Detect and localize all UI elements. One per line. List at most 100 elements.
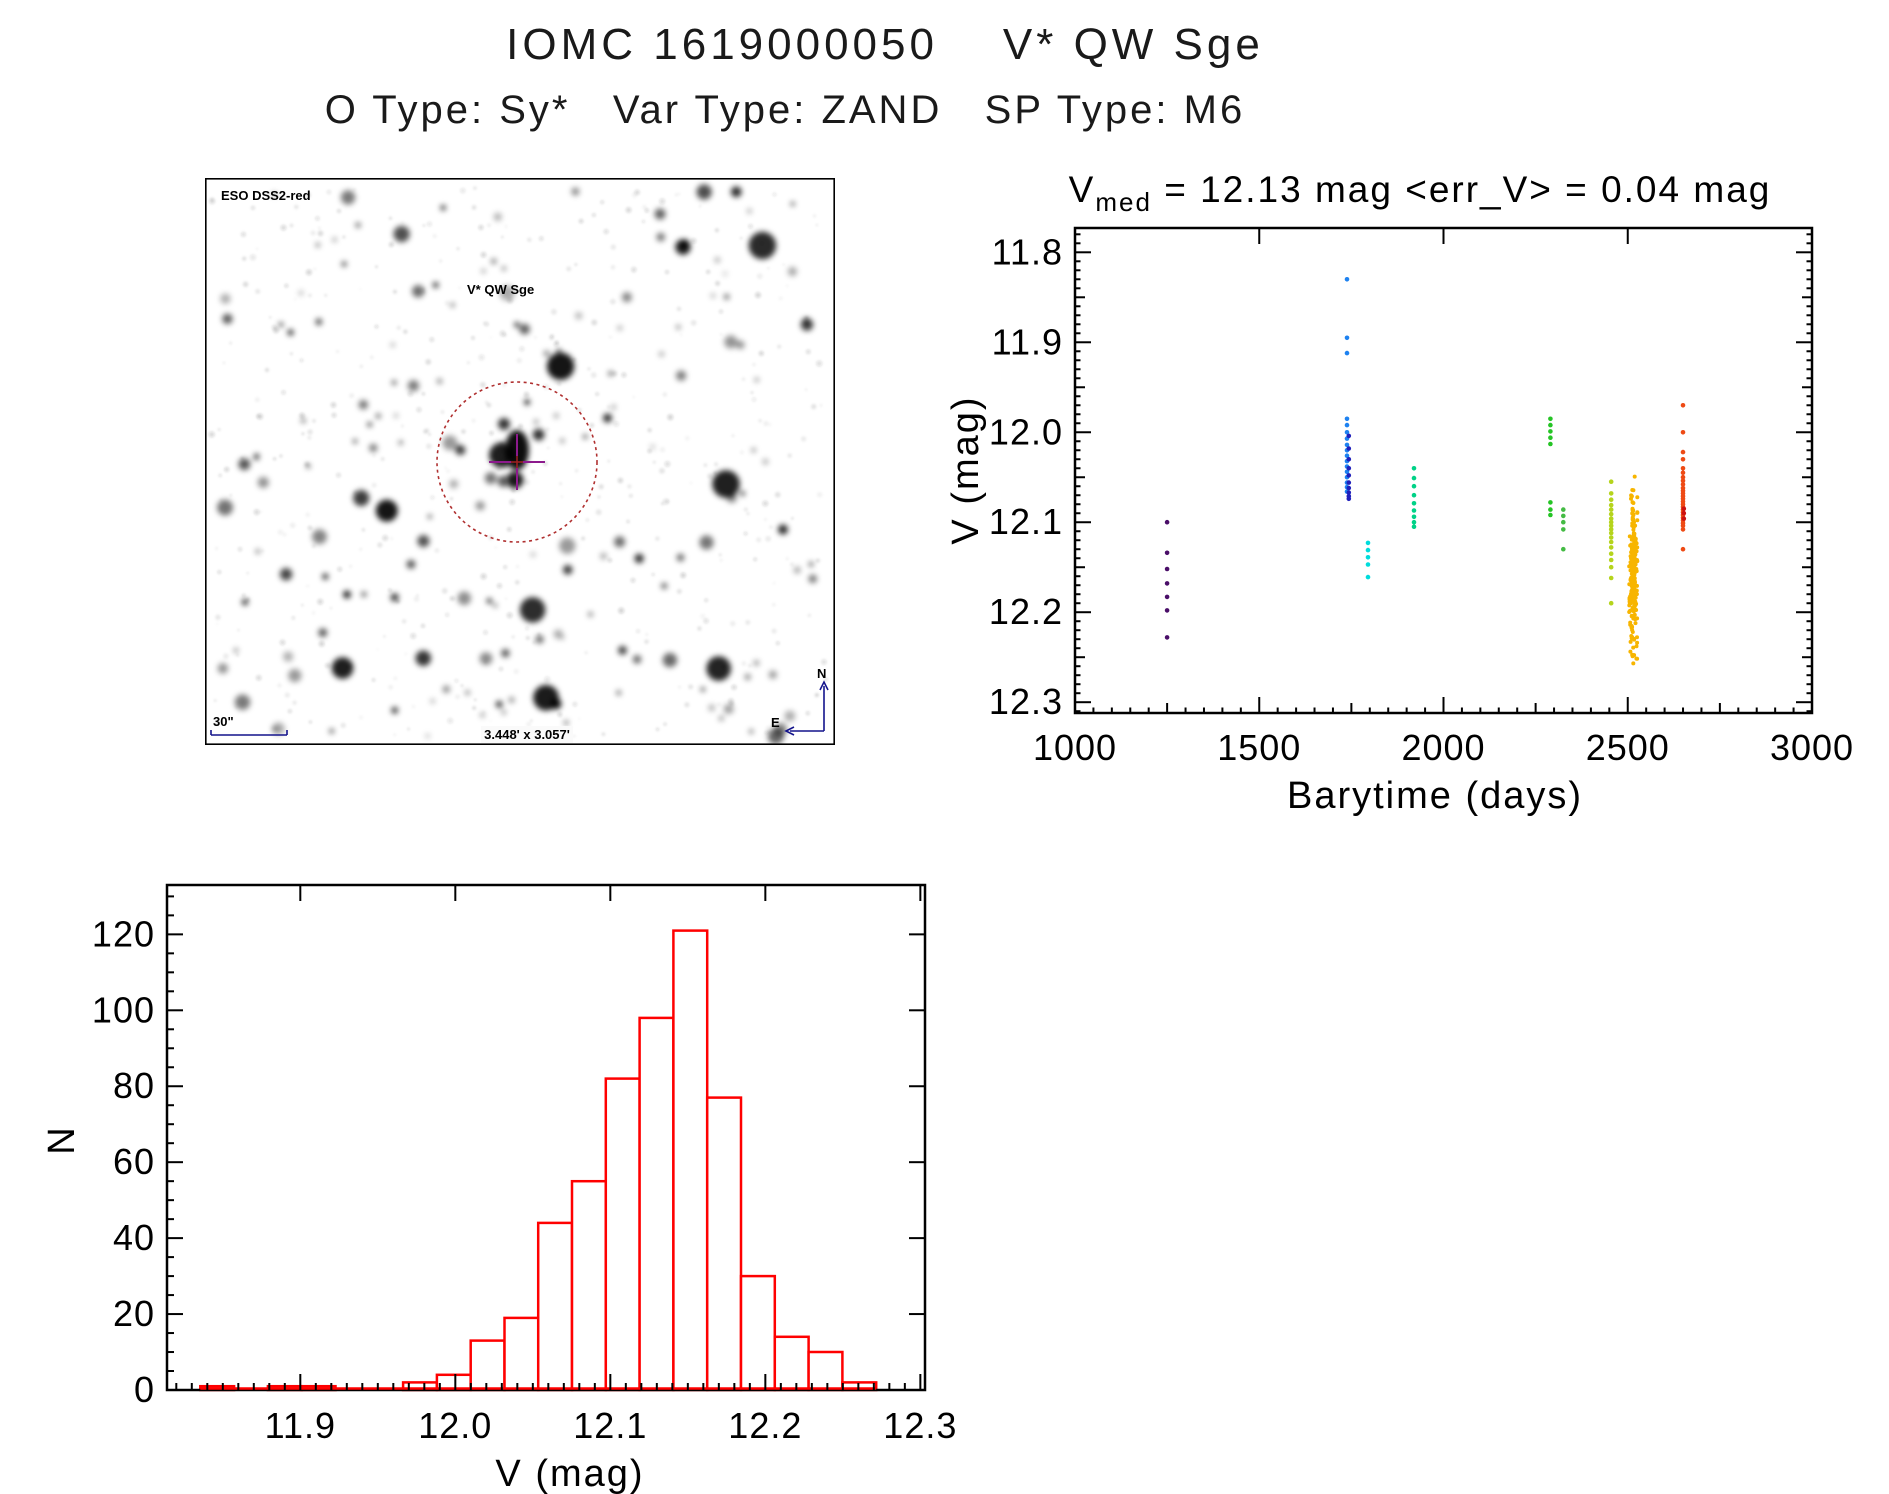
- x-tick-label: 12.1: [573, 1405, 647, 1446]
- data-point: [1411, 483, 1417, 489]
- y-axis-title: V (mag): [945, 395, 987, 544]
- data-point: [1630, 517, 1635, 522]
- y-tick-label: 120: [92, 913, 155, 954]
- histogram-bar: [536, 1221, 574, 1392]
- y-tick-label: 12.0: [989, 411, 1063, 452]
- data-point: [1346, 485, 1352, 491]
- data-point: [1631, 661, 1636, 666]
- data-point: [1346, 496, 1352, 502]
- histogram-bar: [807, 1350, 844, 1392]
- data-point: [1628, 639, 1633, 644]
- scale-bar-label: 30": [213, 714, 234, 729]
- data-point: [1344, 430, 1350, 435]
- data-point: [1635, 640, 1640, 645]
- data-point: [1344, 422, 1350, 428]
- x-tick-label: 2500: [1586, 727, 1670, 768]
- data-point: [1561, 546, 1566, 552]
- data-point: [1634, 569, 1639, 574]
- data-point: [1629, 583, 1634, 588]
- data-point: [1631, 614, 1636, 619]
- data-point: [1608, 516, 1614, 521]
- axis-tick-labels: 11.9 12.0 12.1 12.2 12.3 0 20 40 60 80 100 120: [92, 913, 957, 1446]
- x-tick-label: 11.9: [265, 1405, 336, 1446]
- y-tick-label: 60: [113, 1141, 155, 1182]
- x-tick-label: 3000: [1770, 727, 1854, 768]
- data-point: [1680, 470, 1686, 476]
- y-tick-label: 12.2: [989, 591, 1063, 632]
- series-epoch-2515-amber: [1627, 474, 1640, 666]
- x-tick-label: 12.3: [883, 1405, 957, 1446]
- data-point: [1164, 608, 1170, 613]
- data-point: [1681, 510, 1687, 516]
- data-point: [1608, 564, 1614, 570]
- x-axis-title: V (mag): [495, 1453, 644, 1494]
- x-tick-label: 1500: [1217, 727, 1301, 768]
- histogram-bar: [570, 1179, 608, 1392]
- data-point: [1634, 656, 1639, 661]
- data-point: [1680, 403, 1686, 408]
- data-point: [1411, 501, 1417, 506]
- data-point: [1164, 550, 1170, 556]
- data-point: [1632, 547, 1637, 552]
- lightcurve-plot: Vmed = 12.13 mag <err_V> = 0.04 mag 1000…: [945, 169, 1854, 817]
- data-point: [1561, 519, 1566, 525]
- x-axis-title: Barytime (days): [1287, 775, 1583, 817]
- data-point: [1630, 500, 1635, 505]
- data-point: [1608, 535, 1614, 540]
- series-epoch-2650-orangered: [1680, 403, 1686, 552]
- series-epoch-1920-teal: [1411, 466, 1417, 529]
- data-point: [1411, 514, 1417, 520]
- data-point: [1680, 482, 1686, 487]
- histogram-bars: [199, 929, 878, 1392]
- data-point: [1346, 490, 1352, 495]
- data-point: [1632, 556, 1637, 560]
- starfield-faint: [208, 186, 828, 738]
- data-point: [1680, 546, 1686, 552]
- data-point: [1681, 516, 1687, 521]
- y-tick-label: 40: [113, 1217, 155, 1258]
- series-epoch-2455-yellowgreen: [1608, 479, 1614, 606]
- x-tick-label: 12.0: [418, 1405, 492, 1446]
- data-point: [1548, 500, 1553, 505]
- data-point: [1680, 466, 1686, 471]
- data-point: [1633, 621, 1638, 626]
- data-point: [1608, 539, 1614, 545]
- axis-ticks: [167, 885, 925, 1391]
- data-point: [1680, 449, 1686, 455]
- data-point: [1630, 605, 1635, 610]
- series-epoch-2650-darkred: [1681, 506, 1687, 521]
- data-point: [1346, 473, 1352, 478]
- data-point: [1608, 479, 1614, 485]
- data-point: [1608, 502, 1614, 508]
- data-point: [1631, 551, 1636, 556]
- compass-east-label: E: [771, 715, 780, 730]
- data-point: [1630, 635, 1635, 640]
- axis-tick-labels: 1000 1500 2000 2500 3000 11.8 11.9 12.0 12.1 12.2…: [989, 231, 1854, 768]
- data-point: [1344, 277, 1350, 282]
- data-point: [1634, 644, 1639, 649]
- data-point: [1680, 430, 1686, 435]
- target-crosshair-icon: [489, 434, 545, 490]
- data-point: [1608, 600, 1614, 606]
- data-point: [1635, 510, 1640, 515]
- data-point: [1548, 441, 1553, 447]
- data-point: [1680, 478, 1686, 484]
- y-tick-label: 12.3: [989, 681, 1063, 722]
- y-axis-title: N: [41, 1125, 83, 1154]
- data-point: [1164, 519, 1170, 525]
- page-title: IOMC 1619000050 V* QW Sge: [506, 20, 1264, 69]
- data-point: [1631, 599, 1636, 604]
- catalog-position-marker: [511, 456, 523, 468]
- data-point: [1344, 469, 1350, 475]
- data-point: [1411, 466, 1417, 471]
- plot-frame: [1073, 226, 1814, 715]
- data-point: [1627, 601, 1632, 605]
- data-point: [1548, 416, 1553, 422]
- series-epoch-1738-light-blue: [1344, 277, 1350, 494]
- magnitude-histogram: 11.9 12.0 12.1 12.2 12.3 0 20 40 60 80 100 120 V (m…: [41, 883, 957, 1494]
- data-point: [1628, 560, 1633, 565]
- data-point: [1346, 433, 1352, 439]
- data-point: [1635, 558, 1639, 562]
- data-point: [1608, 545, 1614, 550]
